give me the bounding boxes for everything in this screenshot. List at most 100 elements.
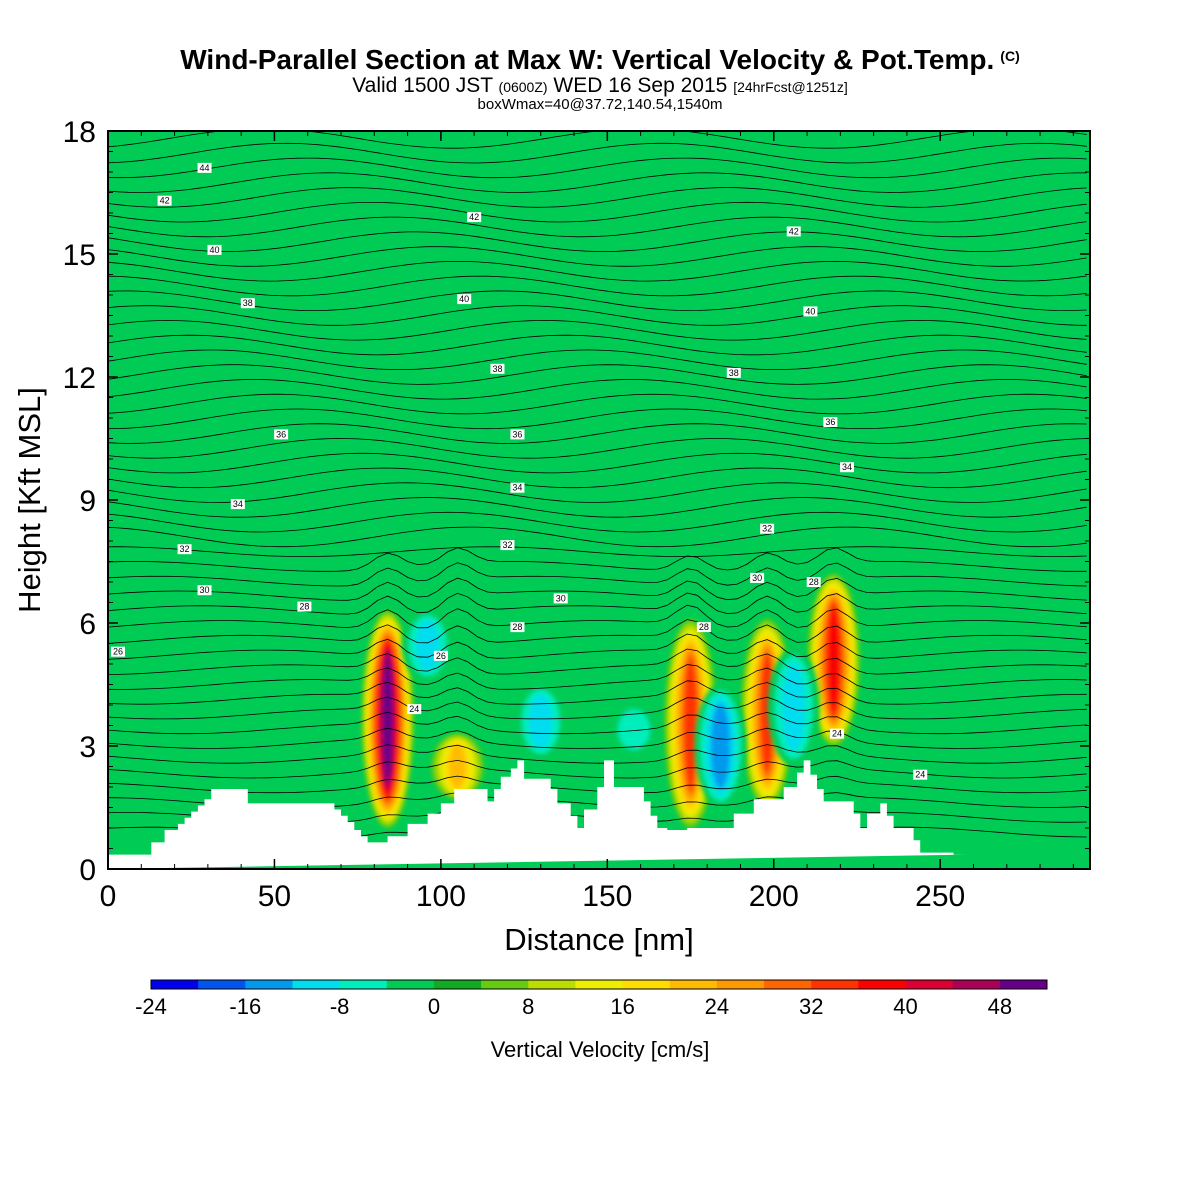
isentrope-line (108, 408, 1087, 430)
colorbar-tick-label: 40 (893, 994, 917, 1019)
isentrope-line (108, 172, 1087, 193)
isentrope-line (108, 482, 1087, 503)
isentrope-line (108, 592, 1087, 615)
isentrope-line (108, 216, 1087, 238)
x-tick-label: 200 (749, 880, 799, 913)
colorbar-swatch (764, 980, 812, 989)
colorbar-tick-label: -16 (229, 994, 261, 1019)
theta-label-background (490, 363, 505, 374)
theta-label: 28 (512, 622, 522, 632)
isentrope-line (108, 452, 1087, 474)
theta-label: 26 (436, 651, 446, 661)
valid-date: WED 16 Sep 2015 (553, 74, 728, 97)
x-tick-label: 50 (258, 880, 291, 913)
y-tick-label: 15 (63, 239, 96, 272)
theta-label: 24 (832, 729, 842, 739)
colorbar-swatch (198, 980, 246, 989)
updraft-core (807, 573, 860, 747)
box-wmax-line: boxWmax=40@37.72,140.54,1540m (477, 96, 723, 113)
y-tick-label: 9 (79, 485, 96, 518)
y-tick-label: 3 (79, 731, 96, 764)
colorbar-swatch (481, 980, 529, 989)
colorbar-tick-label: 8 (522, 994, 534, 1019)
colorbar-swatch (151, 980, 199, 989)
isentrope-line (108, 364, 1087, 385)
colorbar-tick-label: 32 (799, 994, 823, 1019)
isentrope-line (108, 467, 1087, 489)
y-tick-label: 0 (79, 854, 96, 887)
isentrope-line (108, 438, 1087, 459)
updraft-core (361, 610, 414, 828)
colorbar-tick-label: 16 (610, 994, 634, 1019)
chart-title-text: Wind-Parallel Section at Max W: Vertical… (180, 44, 995, 75)
colorbar-swatch (528, 980, 576, 989)
theta-label: 26 (113, 647, 123, 657)
isentrope-line (108, 334, 1087, 356)
y-axis: 0 36 9 12 15 18 (63, 116, 1090, 887)
isentrope-line (108, 648, 1087, 675)
isentrope-line (108, 696, 1087, 720)
theta-label-background (760, 523, 775, 534)
isentrope-line (108, 497, 1087, 518)
isentrope-line (108, 664, 1087, 690)
updraft-core-level (684, 658, 697, 789)
theta-label: 30 (752, 573, 762, 583)
isentrope-line (108, 577, 1087, 601)
theta-label: 40 (210, 245, 220, 255)
theta-label: 28 (699, 622, 709, 632)
theta-label: 42 (469, 212, 479, 222)
theta-label-background (177, 544, 192, 555)
isentrope-line (108, 131, 1087, 149)
theta-label: 40 (459, 294, 469, 304)
colorbar-title: Vertical Velocity [cm/s] (491, 1037, 710, 1062)
downdraft-core (767, 647, 820, 767)
x-axis-title: Distance [nm] (504, 922, 694, 957)
theta-label-background (786, 226, 801, 237)
updraft-core-level (382, 654, 393, 785)
theta-label: 42 (160, 196, 170, 206)
theta-label-background (407, 704, 422, 715)
isentrope-line (108, 157, 1087, 179)
theta-label-background (726, 367, 741, 378)
theta-label-background (500, 540, 515, 551)
isentrope-line (108, 547, 1087, 572)
y-axis-title: Height [Kft MSL] (12, 387, 47, 613)
downdraft-core (401, 610, 454, 681)
forecast-info: [24hrFcst@1251z] (733, 79, 848, 95)
downdraft-core-level (528, 694, 553, 749)
theta-contour-labels: 44 42 42 42 40 40 40 38 38 38 36 36 36 34 34 34 32 32 32 30… (110, 162, 928, 780)
colorbar-swatch (669, 980, 718, 989)
isentrope-line (108, 349, 1087, 371)
colorbar-swatch (292, 980, 341, 989)
x-tick-label: 100 (416, 880, 466, 913)
isentrope-line (108, 319, 1087, 341)
theta-label-background (157, 195, 172, 206)
isentrope-line (108, 619, 1087, 644)
colorbar-tick-label: 24 (705, 994, 729, 1019)
theta-label-background (207, 244, 222, 255)
isentrope-line (108, 379, 1087, 400)
terrain-mask (108, 760, 967, 869)
isentrope-line (108, 680, 1087, 705)
x-tick-label: 150 (582, 880, 632, 913)
theta-label: 36 (276, 429, 286, 439)
theta-label-background (457, 294, 472, 305)
colorbar-swatch (622, 980, 671, 989)
theta-label: 32 (502, 540, 512, 550)
updraft-core (431, 733, 484, 800)
isentrope-line (108, 562, 1087, 587)
downdraft-core-level (617, 709, 650, 750)
y-tick-label: 18 (63, 116, 96, 149)
isentrope-line (108, 201, 1087, 223)
theta-label-background (297, 601, 312, 612)
y-tick-label: 12 (63, 362, 96, 395)
colorbar-tick-label: 48 (988, 994, 1012, 1019)
isentrope-line (108, 633, 1087, 660)
theta-label: 28 (809, 577, 819, 587)
theta-label-background (830, 728, 845, 739)
isentrope-line (108, 526, 1087, 548)
theta-label-background (913, 769, 928, 780)
theta-label: 24 (409, 704, 419, 714)
theta-label-background (197, 162, 212, 173)
isentrope-line (108, 187, 1087, 208)
